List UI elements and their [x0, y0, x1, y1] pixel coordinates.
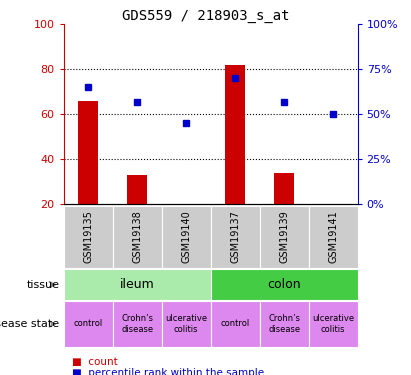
Bar: [64, 206, 113, 268]
Bar: [127, 175, 147, 204]
Bar: [79, 101, 98, 204]
Bar: [113, 301, 162, 347]
Text: control: control: [74, 320, 103, 328]
Bar: [64, 301, 113, 347]
Bar: [260, 301, 309, 347]
Text: ulcerative
colitis: ulcerative colitis: [312, 314, 354, 334]
Bar: [162, 301, 211, 347]
Text: GDS559 / 218903_s_at: GDS559 / 218903_s_at: [122, 9, 289, 23]
Text: control: control: [220, 320, 250, 328]
Bar: [210, 206, 260, 268]
Text: Crohn’s
disease: Crohn’s disease: [268, 314, 300, 334]
Text: GSM19141: GSM19141: [328, 210, 338, 263]
Text: ■  count: ■ count: [72, 357, 118, 367]
Bar: [162, 206, 211, 268]
Bar: [64, 269, 210, 300]
Bar: [309, 206, 358, 268]
Bar: [210, 269, 358, 300]
Text: ileum: ileum: [120, 278, 155, 291]
Text: disease state: disease state: [0, 319, 60, 329]
Text: Crohn’s
disease: Crohn’s disease: [121, 314, 153, 334]
Bar: [260, 206, 309, 268]
Text: GSM19135: GSM19135: [83, 210, 93, 263]
Text: tissue: tissue: [27, 280, 60, 290]
Bar: [274, 173, 294, 204]
Text: GSM19139: GSM19139: [279, 210, 289, 263]
Text: GSM19137: GSM19137: [230, 210, 240, 263]
Bar: [210, 301, 260, 347]
Text: colon: colon: [267, 278, 301, 291]
Text: ulcerative
colitis: ulcerative colitis: [165, 314, 207, 334]
Text: ■  percentile rank within the sample: ■ percentile rank within the sample: [72, 368, 264, 375]
Bar: [113, 206, 162, 268]
Bar: [309, 301, 358, 347]
Bar: [225, 65, 245, 204]
Text: GSM19138: GSM19138: [132, 210, 142, 263]
Text: GSM19140: GSM19140: [181, 210, 191, 263]
